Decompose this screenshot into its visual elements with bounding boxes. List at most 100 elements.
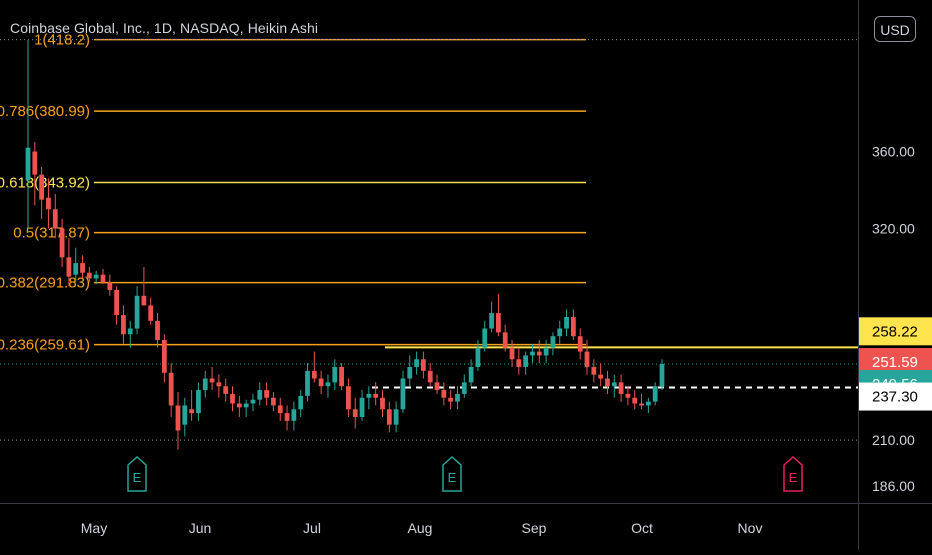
candle-body (598, 374, 604, 379)
candle-body (618, 382, 624, 394)
candle-body (659, 363, 665, 387)
candle-body (230, 393, 235, 404)
candle-body (127, 328, 133, 335)
horizontal-lines (0, 39, 858, 441)
candle-body (223, 386, 229, 394)
candle-body (509, 347, 515, 360)
candle-body (482, 328, 488, 348)
candle-body (298, 395, 304, 410)
candles (25, 40, 665, 450)
candle-body (366, 393, 372, 398)
candle-body (250, 399, 256, 404)
earnings-marker[interactable]: E (442, 455, 462, 492)
candle-body (475, 347, 481, 367)
price-tick-label: 360.00 (872, 144, 915, 160)
time-tick-label: May (81, 520, 107, 536)
earnings-marker[interactable]: E (127, 455, 147, 492)
candle-body (100, 274, 106, 283)
fibonacci-retracement[interactable]: 1(418.2) 0.786(380.99) 0.618(343.92) 0.5(31… (0, 32, 586, 354)
candle-body (25, 147, 31, 181)
price-tick-label: 186.00 (872, 478, 915, 494)
candle-body (530, 351, 535, 356)
candle-body (271, 397, 276, 406)
candle-body (625, 393, 631, 398)
time-axis[interactable]: May Jun Jul Aug Sep Oct Nov (81, 520, 763, 536)
candle-body (243, 403, 249, 408)
candle-body (461, 382, 467, 394)
candle-body (66, 257, 72, 277)
candle-body (380, 397, 385, 410)
time-tick-label: Jun (189, 520, 212, 536)
candle-body (455, 393, 460, 402)
fib-level-label: 0.382(291.83) (0, 275, 90, 292)
candle-body (400, 378, 406, 410)
candle-body (216, 382, 222, 387)
candle-body (141, 295, 147, 306)
candle-body (73, 263, 79, 275)
candle-body (291, 409, 297, 421)
candle-body (502, 332, 508, 348)
candle-body (318, 378, 324, 387)
candle-body (421, 359, 426, 371)
candle-body (605, 378, 610, 387)
price-label-text: 251.59 (872, 354, 918, 371)
earnings-marker-label: E (133, 470, 142, 485)
chart-title: Coinbase Global, Inc., 1D, NASDAQ, Heiki… (10, 20, 319, 36)
candle-body (134, 295, 140, 329)
candle-body (325, 382, 331, 387)
earnings-marker-shape (442, 455, 462, 492)
candle-body (196, 390, 201, 414)
candle-body (639, 403, 644, 406)
price-label-bg (859, 382, 932, 411)
price-label-text: 237.30 (872, 389, 918, 406)
candle-body (52, 209, 58, 229)
candle-body (468, 366, 474, 383)
candle-body (564, 316, 569, 329)
candle-body (311, 370, 317, 379)
candle-body (121, 315, 126, 335)
candle-body (236, 403, 242, 408)
candle-body (427, 370, 433, 383)
candle-body (414, 359, 419, 367)
candle-body (645, 401, 651, 406)
time-tick-label: Jul (303, 520, 321, 536)
candle-body (339, 366, 344, 387)
candle-body (584, 351, 590, 367)
candle-body (359, 397, 365, 417)
price-label-badge: 258.22 (859, 317, 932, 346)
candle-body (93, 274, 99, 279)
candle-body (346, 386, 351, 410)
time-tick-label: Nov (738, 520, 763, 536)
candle-body (148, 305, 154, 321)
candle-body (550, 336, 556, 348)
candle-body (577, 336, 583, 352)
candle-body (46, 197, 51, 210)
candle-body (155, 320, 160, 341)
candle-body (284, 413, 290, 421)
candle-body (114, 290, 120, 316)
candle-body (352, 409, 358, 417)
candle-body (407, 366, 413, 379)
price-label-badge: 237.30 (859, 382, 932, 411)
candle-body (496, 313, 501, 333)
price-tick-label: 320.00 (872, 220, 915, 236)
fib-level-label: 1(418.2) (34, 32, 90, 49)
candle-body (168, 372, 174, 406)
candle-body (543, 347, 549, 356)
currency-button[interactable]: USD (874, 16, 916, 42)
candle-body (305, 370, 310, 396)
earnings-marker-label: E (789, 470, 798, 485)
candle-body (536, 351, 542, 356)
earnings-marker[interactable]: E (783, 455, 803, 492)
earnings-marker-shape (127, 455, 147, 492)
candle-body (373, 393, 379, 398)
candle-body (557, 328, 563, 337)
candle-body (107, 282, 113, 291)
candle-body (632, 397, 638, 404)
candle-body (161, 340, 167, 373)
candle-body (209, 378, 215, 383)
